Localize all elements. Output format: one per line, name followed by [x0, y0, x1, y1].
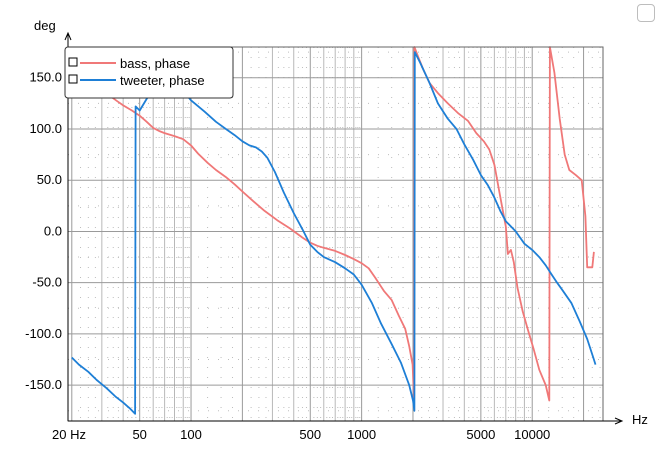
x-axis-unit-label: Hz	[632, 412, 648, 427]
y-tick-label: 50.0	[37, 172, 62, 187]
legend-marker-0	[68, 57, 78, 67]
x-tick-label: 50	[132, 427, 146, 442]
axes	[64, 31, 624, 425]
legend: bass, phase tweeter, phase	[64, 46, 234, 99]
tick-labels: 150.0 100.0 50.0 0.0 -50.0 -100.0 -150.0 20 Hz 5…	[25, 70, 550, 442]
corner-checkbox[interactable]	[637, 4, 655, 22]
y-tick-label: 150.0	[29, 70, 62, 85]
legend-box	[64, 46, 234, 99]
y-tick-label: 0.0	[44, 223, 62, 238]
x-tick-label: 20 Hz	[52, 427, 86, 442]
y-tick-label: -50.0	[32, 275, 62, 290]
x-tick-label: 100	[180, 427, 202, 442]
x-tick-label: 10000	[514, 427, 550, 442]
grid-lines	[68, 47, 603, 421]
x-tick-label: 5000	[466, 427, 495, 442]
y-tick-label: -100.0	[25, 326, 62, 341]
x-tick-label: 1000	[347, 427, 376, 442]
y-tick-label: -150.0	[25, 377, 62, 392]
legend-label-0: bass, phase	[120, 56, 190, 71]
series-layer	[71, 46, 597, 415]
series-line-1	[71, 51, 597, 415]
y-axis-unit-label: deg	[34, 18, 56, 33]
x-tick-label: 500	[299, 427, 321, 442]
x-axis-arrow	[614, 417, 624, 425]
series-line-0	[95, 46, 595, 402]
legend-label-1: tweeter, phase	[120, 73, 205, 88]
y-axis-arrow	[64, 31, 72, 41]
legend-marker-1	[68, 74, 78, 84]
y-tick-label: 100.0	[29, 121, 62, 136]
